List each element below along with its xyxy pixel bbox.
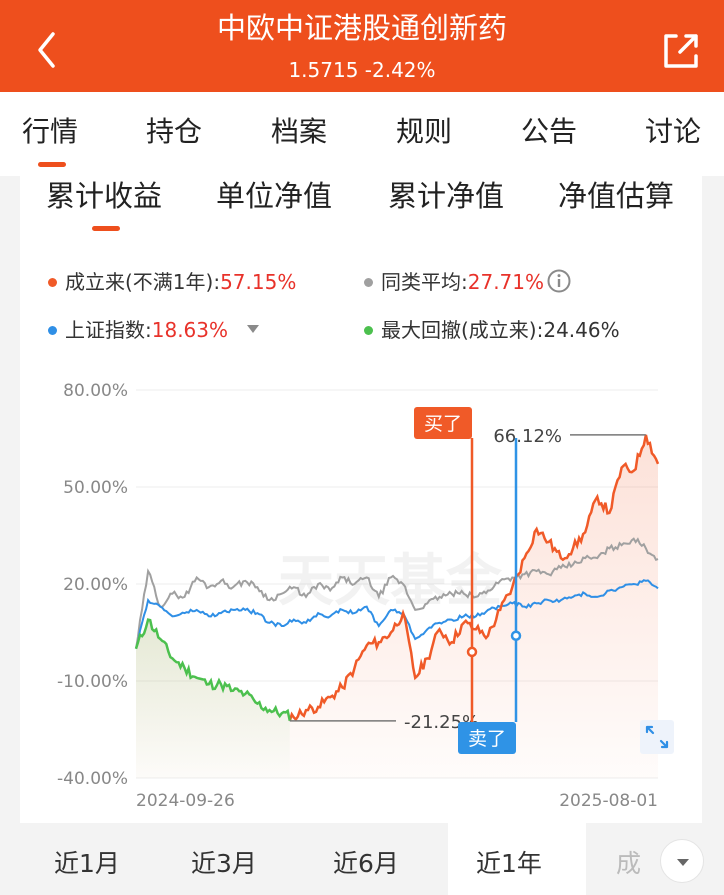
legend-drawdown-value: 24.46%: [543, 318, 620, 342]
sell-marker-label: 卖了: [468, 728, 506, 750]
legend-index-value: 18.63%: [151, 318, 229, 342]
legend-peer: 同类平均:27.71%: [364, 268, 544, 296]
back-button[interactable]: [20, 22, 76, 78]
legend-index-label: 上证指数:: [65, 318, 152, 342]
tab-active-indicator: [38, 162, 66, 167]
y-tick-label: 50.00%: [63, 478, 128, 498]
tab-rules[interactable]: 规则: [396, 115, 453, 148]
period-6m[interactable]: 近6月: [333, 849, 399, 878]
legend-fund-dot: [48, 278, 57, 287]
subtab-active-indicator: [92, 226, 120, 231]
tab-announcements[interactable]: 公告: [521, 115, 578, 148]
fund-title: 中欧中证港股通创新药: [216, 11, 507, 45]
y-axis-ticks: 80.00% 50.00% 20.00% -10.00% -40.00%: [57, 381, 128, 789]
series-line-index: [135, 579, 659, 649]
back-arrow-icon: [38, 32, 55, 68]
main-tabs: 行情 持仓 档案 规则 公告 讨论: [0, 92, 724, 176]
share-icon: [664, 34, 698, 68]
cumulative-return-chart[interactable]: 天天基金 66.12% -21.25% 买了 卖了 80.00%50.00%20…: [0, 360, 724, 820]
header-bar: 中欧中证港股通创新药 1.5715 -2.42%: [0, 0, 724, 92]
side-shade-right: [702, 176, 724, 895]
caret-down-icon[interactable]: [246, 324, 260, 334]
subtab-cumulative-return[interactable]: 累计收益: [46, 179, 163, 213]
expand-icon: [645, 725, 669, 749]
tab-profile[interactable]: 档案: [271, 115, 328, 148]
fullscreen-button[interactable]: [640, 720, 674, 754]
x-axis-end-label: 2025-08-01: [559, 791, 658, 811]
period-more-button[interactable]: [660, 839, 704, 883]
watermark: 天天基金: [278, 548, 503, 614]
info-icon[interactable]: [546, 268, 572, 294]
fund-nav: 1.5715: [288, 58, 359, 82]
legend-index-dot: [48, 326, 57, 335]
share-button[interactable]: [652, 22, 708, 78]
legend-peer-dot: [364, 278, 373, 287]
fund-change: -2.42%: [364, 58, 436, 82]
y-tick-label: 80.00%: [63, 381, 128, 401]
legend-index[interactable]: 上证指数:18.63%: [48, 316, 228, 344]
series-line-fund: [288, 434, 660, 722]
series-line-peer: [135, 537, 659, 649]
legend-drawdown-dot: [364, 326, 373, 335]
legend-fund-value: 57.15%: [220, 270, 297, 294]
fund-area: [136, 434, 658, 778]
tab-holdings[interactable]: 持仓: [146, 115, 203, 148]
y-tick-label: -10.00%: [57, 672, 128, 692]
period-selector: 近1月 近3月 近6月 近1年 成: [20, 823, 704, 895]
legend-fund-label: 成立来(不满1年):: [65, 270, 221, 294]
fund-nav-line: 1.5715 -2.42%: [80, 56, 644, 84]
tab-quotes[interactable]: 行情: [22, 115, 79, 148]
y-tick-label: 20.00%: [63, 575, 128, 595]
sell-marker-dot: [510, 630, 522, 641]
period-since-inception[interactable]: 成: [616, 849, 642, 878]
subtab-nav-estimate[interactable]: 净值估算: [558, 179, 675, 213]
period-1m[interactable]: 近1月: [54, 849, 120, 878]
buy-marker-label: 买了: [424, 413, 462, 435]
y-tick-label: -40.00%: [57, 769, 128, 789]
max-value-label: 66.12%: [493, 426, 562, 447]
legend-drawdown: 最大回撤(成立来):24.46%: [364, 316, 620, 344]
drawdown-area: [136, 619, 290, 778]
buy-marker-dot: [466, 646, 478, 658]
chevron-down-icon: [677, 859, 689, 866]
legend-peer-value: 27.71%: [467, 270, 545, 294]
subtab-unit-nav[interactable]: 单位净值: [216, 179, 333, 213]
legend-peer-label: 同类平均:: [381, 270, 468, 294]
legend-drawdown-label: 最大回撤(成立来):: [381, 318, 544, 342]
sell-marker-box[interactable]: [458, 722, 516, 754]
period-3m[interactable]: 近3月: [191, 849, 257, 878]
legend-fund: 成立来(不满1年):57.15%: [48, 268, 296, 296]
buy-marker-box[interactable]: [414, 407, 472, 439]
x-axis-start-label: 2024-09-26: [136, 791, 235, 811]
period-active-bg: [448, 823, 586, 895]
drawdown-line: [134, 618, 292, 722]
tab-discussion[interactable]: 讨论: [645, 115, 702, 148]
subtab-accumulated-nav[interactable]: 累计净值: [388, 179, 505, 213]
side-shade-left: [0, 176, 20, 895]
period-1y[interactable]: 近1年: [476, 849, 542, 878]
